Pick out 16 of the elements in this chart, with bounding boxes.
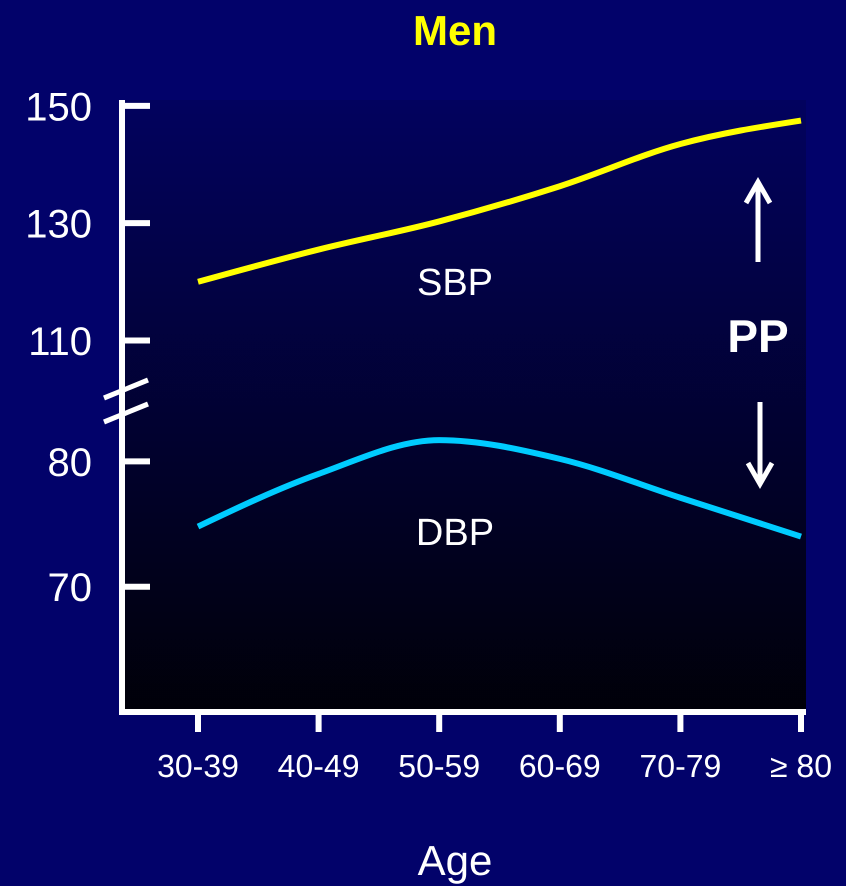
x-tick-label: 50-59 [398, 748, 480, 784]
x-tick-label: 70-79 [639, 748, 722, 784]
series-label: SBP [416, 262, 494, 304]
x-tick-label: 40-49 [278, 748, 360, 784]
y-tick-label: 150 [25, 85, 92, 130]
annotation: PP [727, 310, 789, 362]
y-tick-label: 110 [28, 320, 92, 364]
series-label: DBP [416, 512, 494, 554]
x-tick-label: 60-69 [518, 748, 601, 784]
y-tick-label: 70 [48, 566, 92, 610]
x-axis-title: Age [418, 837, 492, 884]
chart-title: Men [413, 7, 497, 54]
y-tick-label: 130 [25, 202, 92, 247]
x-tick-label: ≥ 80 [770, 748, 832, 784]
x-tick-label: 30-39 [157, 748, 239, 784]
y-tick-label: 80 [48, 440, 92, 485]
